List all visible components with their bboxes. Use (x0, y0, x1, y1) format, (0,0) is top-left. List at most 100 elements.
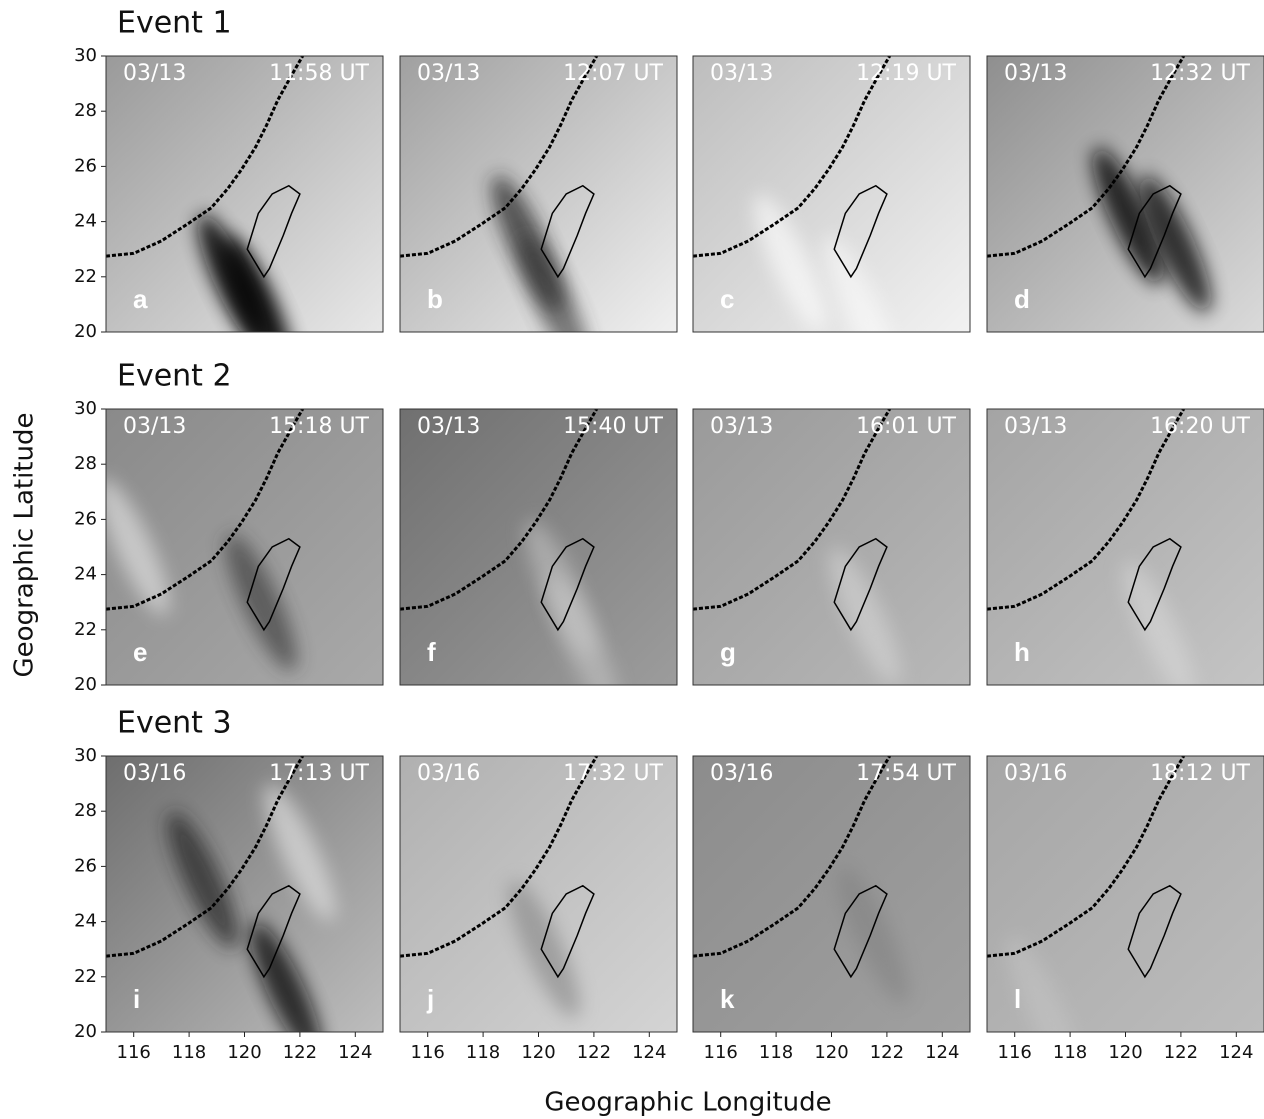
panel-border (105, 55, 384, 333)
panel-letter: j (426, 984, 434, 1014)
panel-image (693, 756, 970, 1032)
panel-date: 03/13 (1004, 414, 1067, 439)
panel-time: 18:12 UT (1150, 761, 1250, 786)
panel (693, 56, 970, 332)
x-tick-label: 116 (998, 1042, 1032, 1063)
panel-date: 03/13 (123, 61, 186, 86)
x-tick-label: 122 (577, 1042, 611, 1063)
panel (400, 56, 677, 332)
panel-time: 17:54 UT (856, 761, 956, 786)
y-tick-label: 30 (74, 745, 97, 766)
wave-streak (225, 533, 297, 671)
x-tick-label: 124 (1219, 1042, 1253, 1063)
x-tick-label: 124 (338, 1042, 372, 1063)
panel-letter: a (133, 284, 148, 314)
x-tick-label: 122 (870, 1042, 904, 1063)
panel-date: 03/13 (123, 414, 186, 439)
wave-streak (1139, 175, 1212, 313)
panel (400, 409, 677, 685)
panel-time: 12:19 UT (856, 61, 956, 86)
taiwan-outline (1127, 884, 1182, 979)
event-title: Event 2 (117, 359, 232, 394)
panel (400, 756, 677, 1032)
wave-streak (1092, 147, 1164, 285)
event-title: Event 1 (117, 6, 232, 41)
x-tick-label: 118 (172, 1042, 206, 1063)
panel-image (987, 409, 1264, 685)
y-tick-label: 22 (74, 966, 97, 987)
x-tick-label: 120 (227, 1042, 261, 1063)
panel-letter: h (1014, 637, 1030, 667)
y-tick-label: 24 (74, 911, 97, 932)
panel-date: 03/16 (1004, 761, 1067, 786)
y-tick-label: 20 (74, 321, 97, 342)
panel (106, 56, 383, 332)
panel-time: 16:20 UT (1150, 414, 1250, 439)
x-tick-label: 124 (632, 1042, 666, 1063)
taiwan-outline (540, 184, 595, 279)
panel-image (400, 756, 677, 1032)
panel-letter: f (427, 637, 436, 667)
panel-border (692, 55, 971, 333)
panel-time: 16:01 UT (856, 414, 956, 439)
x-tick-label: 118 (466, 1042, 500, 1063)
panel-date: 03/13 (710, 414, 773, 439)
panel (693, 409, 970, 685)
panel-border (986, 55, 1264, 333)
panel-letter: b (427, 284, 443, 314)
x-tick-label: 120 (1108, 1042, 1142, 1063)
panel-time: 12:07 UT (563, 61, 663, 86)
wave-streak (829, 547, 901, 685)
y-tick-label: 22 (74, 266, 97, 287)
wave-streak (264, 784, 336, 921)
x-tick-label: 118 (1053, 1042, 1087, 1063)
panel (106, 756, 383, 1032)
x-tick-label: 116 (704, 1042, 738, 1063)
panel-image (693, 56, 970, 332)
y-tick-label: 22 (74, 619, 97, 640)
x-tick-label: 124 (925, 1042, 959, 1063)
taiwan-outline (1127, 537, 1182, 632)
panel-date: 03/13 (710, 61, 773, 86)
wave-streak (1006, 936, 1079, 1032)
panel-border (105, 408, 384, 686)
y-tick-label: 28 (74, 100, 97, 121)
panel-letter: l (1014, 984, 1021, 1014)
wave-streak (167, 811, 239, 949)
taiwan-outline (833, 537, 888, 632)
panel-letter: e (133, 637, 147, 667)
wave-streak (1123, 561, 1195, 685)
y-tick-label: 20 (74, 674, 97, 695)
x-tick-label: 122 (283, 1042, 317, 1063)
panel-time: 15:40 UT (563, 414, 663, 439)
x-tick-label: 116 (411, 1042, 445, 1063)
y-tick-label: 26 (74, 855, 97, 876)
wave-streak (823, 236, 895, 332)
panel (987, 756, 1264, 1032)
y-tick-label: 26 (74, 155, 97, 176)
taiwan-outline (833, 884, 888, 979)
wave-streak (547, 575, 619, 685)
panel-time: 17:13 UT (269, 761, 369, 786)
panel-date: 03/16 (417, 761, 480, 786)
event-title: Event 3 (117, 706, 232, 741)
panel-border (399, 408, 678, 686)
panel-border (986, 408, 1264, 686)
x-tick-label: 122 (1164, 1042, 1198, 1063)
panel-image (693, 409, 970, 685)
taiwan-outline (1127, 184, 1182, 279)
panel-date: 03/16 (710, 761, 773, 786)
wave-streak (250, 922, 322, 1032)
y-axis-label: Geographic Latitude (10, 413, 40, 678)
y-tick-label: 30 (74, 45, 97, 66)
panel-date: 03/13 (1004, 61, 1067, 86)
taiwan-outline (540, 537, 595, 632)
wave-streak (106, 478, 170, 616)
wave-streak (837, 867, 909, 1004)
y-tick-label: 20 (74, 1021, 97, 1042)
panel-letter: d (1014, 284, 1030, 314)
x-axis-label: Geographic Longitude (544, 1088, 831, 1118)
panel-letter: k (720, 984, 735, 1014)
